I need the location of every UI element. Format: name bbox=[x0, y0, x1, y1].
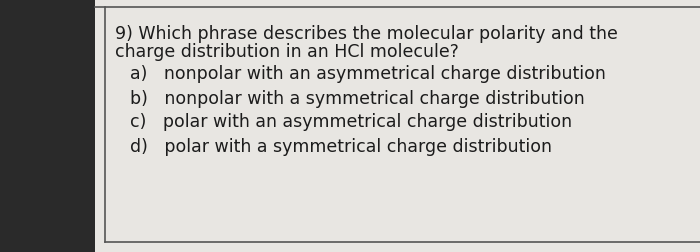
Text: b)   nonpolar with a symmetrical charge distribution: b) nonpolar with a symmetrical charge di… bbox=[130, 90, 584, 108]
Text: a)   nonpolar with an asymmetrical charge distribution: a) nonpolar with an asymmetrical charge … bbox=[130, 65, 606, 83]
Text: 9) Which phrase describes the molecular polarity and the: 9) Which phrase describes the molecular … bbox=[115, 25, 618, 43]
Text: d)   polar with a symmetrical charge distribution: d) polar with a symmetrical charge distr… bbox=[130, 137, 552, 155]
Text: c)   polar with an asymmetrical charge distribution: c) polar with an asymmetrical charge dis… bbox=[130, 113, 572, 131]
Bar bbox=[0, 0, 95, 252]
Text: charge distribution in an HCl molecule?: charge distribution in an HCl molecule? bbox=[115, 43, 459, 61]
Bar bbox=[95, 0, 700, 252]
